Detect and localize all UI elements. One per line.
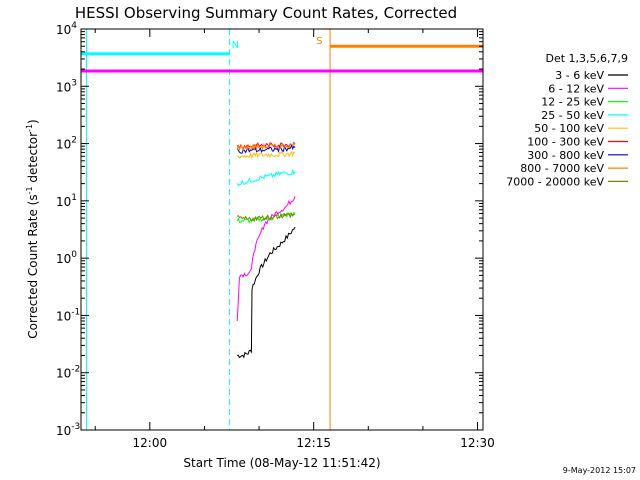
y-tick-label-4: 101 [56,193,77,209]
timestamp: 9-May-2012 15:07 [563,466,636,475]
legend-label-7: 800 - 7000 keV [520,162,604,175]
chart-title: HESSI Observing Summary Count Rates, Cor… [75,4,457,22]
y-axis: 10-3 10-2 10-1 100 101 102 103 104 [56,21,483,438]
observing-annotations [81,29,483,430]
legend-label-2: 12 - 25 keV [541,96,604,109]
series-5-segment-0 [236,141,296,150]
night-label: N [232,40,239,51]
y-tick-label-0: 10-3 [56,422,80,438]
legend-title: Det 1,3,5,6,7,9 [545,52,628,65]
x-axis: 12:00 12:15 12:30 [94,29,495,450]
y-tick-label-1: 10-2 [56,365,80,381]
saa-label: S [316,36,322,47]
y-axis-label: Corrected Count Rate (s-1 detector-1) [25,119,40,338]
plot-frame [80,28,484,431]
y-tick-label-6: 103 [56,78,77,94]
series-8-segment-0 [237,211,296,223]
y-tick-label-7: 104 [56,21,77,37]
y-tick-label-2: 10-1 [56,307,80,323]
series-4-segment-0 [237,150,296,159]
series-1-segment-0 [236,196,296,322]
y-tick-label-3: 100 [56,250,77,266]
legend-label-3: 25 - 50 keV [541,109,604,122]
series-0-segment-0 [237,226,296,359]
y-tick-label-5: 102 [56,136,77,152]
series-7-segment-0 [236,142,296,152]
x-axis-label: Start Time (08-May-12 11:51:42) [183,456,380,470]
legend-label-4: 50 - 100 keV [534,122,604,135]
x-tick-label-2: 12:30 [460,436,495,450]
legend-label-8: 7000 - 20000 keV [506,175,604,188]
legend-label-5: 100 - 300 keV [527,136,604,149]
series-3-segment-0 [236,168,296,187]
x-tick-label-0: 12:00 [133,436,168,450]
series-group [236,141,640,359]
series-8-segment-1 [587,205,640,221]
legend-label-1: 6 - 12 keV [548,82,604,95]
legend-label-6: 300 - 800 keV [527,149,604,162]
x-tick-label-1: 12:15 [296,436,331,450]
legend-label-0: 3 - 6 keV [555,69,604,82]
